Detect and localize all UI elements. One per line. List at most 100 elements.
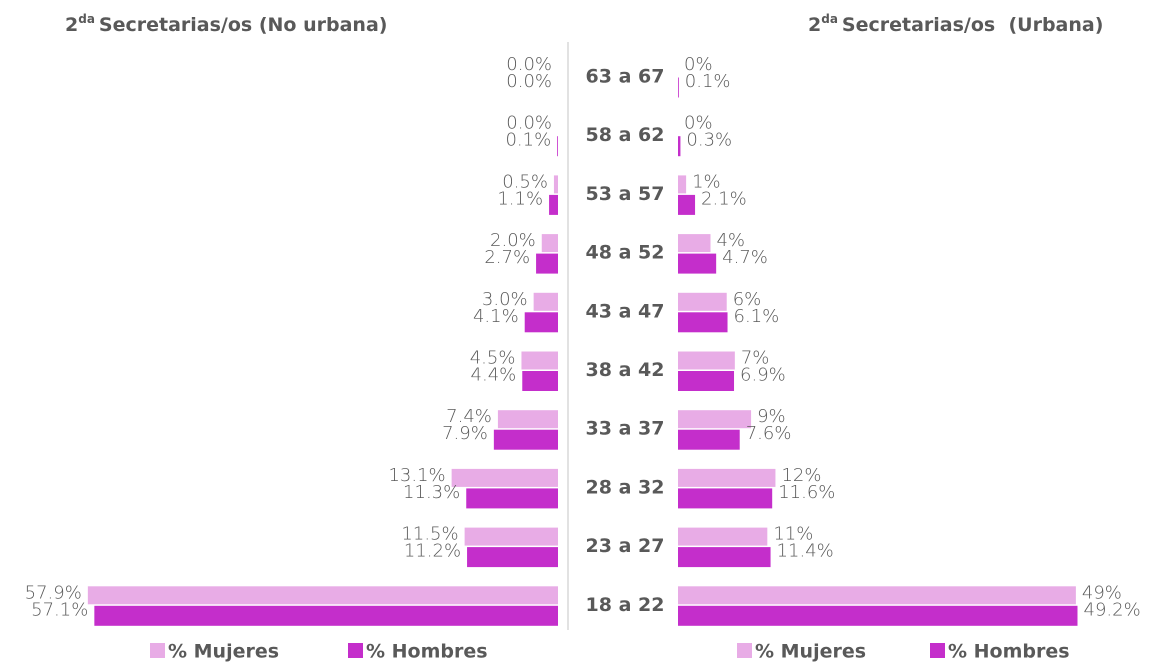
value-label: 7.4%	[446, 406, 492, 427]
title-sup: da	[821, 12, 838, 26]
bar	[678, 77, 679, 98]
value-label: 0.1%	[685, 71, 731, 92]
bar	[678, 234, 711, 253]
bar	[87, 586, 559, 605]
value-label: 49.2%	[1084, 599, 1141, 620]
bar	[467, 547, 558, 568]
bar	[521, 351, 558, 370]
bar	[94, 605, 559, 626]
legend-swatch	[150, 643, 165, 658]
category-label: 58 a 62	[586, 124, 665, 146]
value-label: 7.9%	[442, 423, 488, 444]
value-label: 1%	[692, 171, 721, 192]
title-text: Secretarias/os (No urbana)	[99, 14, 388, 36]
legend-swatch	[930, 643, 945, 658]
value-label: 4.7%	[722, 247, 768, 268]
value-label: 6.1%	[734, 306, 780, 327]
legend-label: % Mujeres	[168, 641, 279, 663]
value-label: 7%	[741, 348, 770, 369]
value-label: 11.6%	[778, 482, 835, 503]
title-number: 2	[808, 14, 821, 36]
category-label: 53 a 57	[586, 183, 665, 205]
bar	[451, 468, 558, 487]
category-label: 28 a 32	[586, 476, 665, 498]
value-label: 9%	[757, 406, 786, 427]
value-label: 2.0%	[490, 230, 536, 251]
value-label: 0.0%	[506, 113, 552, 134]
value-label: 12%	[781, 465, 821, 486]
legend-label: % Hombres	[366, 641, 488, 663]
category-label: 63 a 67	[586, 66, 665, 88]
bar	[464, 527, 558, 546]
value-label: 2.7%	[484, 247, 530, 268]
category-label: 18 a 22	[586, 594, 665, 616]
bar	[678, 429, 740, 450]
chart-title: 2da Secretarias/os (No urbana)	[65, 12, 387, 36]
value-label: 11.4%	[777, 541, 834, 562]
legend-swatch	[348, 643, 363, 658]
value-label: 11%	[773, 524, 813, 545]
title-text: Secretarias/os (Urbana)	[842, 14, 1103, 36]
bar	[678, 547, 771, 568]
bar	[524, 312, 558, 333]
category-label: 43 a 47	[586, 300, 665, 322]
value-label: 11.2%	[404, 541, 461, 562]
value-label: 57.1%	[31, 599, 88, 620]
bar	[541, 234, 558, 253]
value-label: 0.0%	[506, 54, 552, 75]
bar	[553, 175, 558, 194]
bar	[549, 194, 558, 215]
bar	[497, 410, 558, 429]
value-label: 6.9%	[740, 365, 786, 386]
value-label: 4.5%	[470, 348, 516, 369]
value-label: 0.1%	[505, 130, 551, 151]
bar	[678, 468, 776, 487]
value-label: 7.6%	[746, 423, 792, 444]
value-label: 4.1%	[473, 306, 519, 327]
value-label: 2.1%	[701, 188, 747, 209]
bar	[678, 371, 735, 391]
bar	[678, 136, 681, 157]
bar	[678, 527, 768, 546]
bar	[678, 351, 735, 370]
value-label: 4%	[716, 230, 745, 251]
bar	[678, 410, 752, 429]
value-label: 0.5%	[502, 171, 548, 192]
category-label: 23 a 27	[586, 535, 665, 557]
bar	[678, 253, 717, 274]
legend-label: % Hombres	[948, 641, 1070, 663]
legend-swatch	[737, 643, 752, 658]
title-sup: da	[78, 12, 95, 26]
value-label: 13.1%	[388, 465, 445, 486]
value-label: 57.9%	[25, 582, 82, 603]
category-label: 33 a 37	[586, 418, 665, 440]
bar	[466, 488, 558, 509]
value-label: 3.0%	[482, 289, 528, 310]
bar	[678, 194, 696, 215]
value-label: 11.3%	[403, 482, 460, 503]
category-label: 48 a 52	[586, 242, 665, 264]
value-label: 0%	[684, 113, 713, 134]
value-label: 1.1%	[497, 188, 543, 209]
bar	[533, 292, 558, 311]
value-label: 6%	[733, 289, 762, 310]
bar	[678, 586, 1076, 605]
bar	[678, 605, 1078, 626]
value-label: 0.0%	[506, 71, 552, 92]
title-number: 2	[65, 14, 78, 36]
bar	[678, 175, 687, 194]
value-label: 49%	[1082, 582, 1122, 603]
legend-label: % Mujeres	[755, 641, 866, 663]
bar	[522, 371, 558, 391]
bar	[536, 253, 558, 274]
bar	[678, 312, 728, 333]
value-label: 11.5%	[401, 524, 458, 545]
value-label: 0.3%	[686, 130, 732, 151]
bar	[557, 136, 558, 157]
bar	[493, 429, 558, 450]
bar	[678, 292, 727, 311]
bar	[678, 488, 773, 509]
value-label: 4.4%	[471, 365, 517, 386]
chart-title: 2da Secretarias/os (Urbana)	[808, 12, 1103, 36]
